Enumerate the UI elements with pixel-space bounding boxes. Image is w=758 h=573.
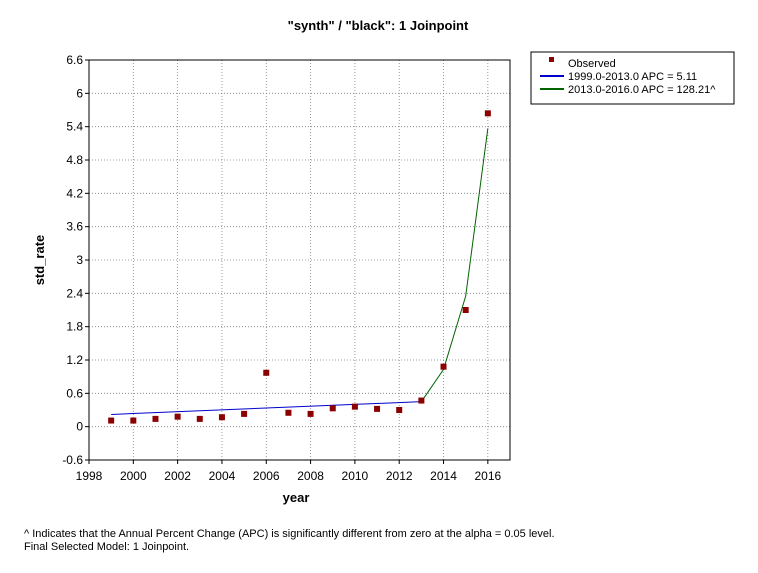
x-tick-label: 2002 [164, 469, 191, 483]
observed-point [418, 397, 425, 404]
y-tick-label: 0.6 [66, 386, 83, 400]
y-axis-label: std_rate [32, 235, 47, 286]
legend-box [530, 51, 735, 105]
observed-point [396, 407, 403, 413]
y-tick-label: 3.6 [66, 220, 83, 234]
x-tick-label: 1998 [76, 469, 103, 483]
observed-point [263, 369, 270, 376]
x-tick-label: 2016 [474, 469, 501, 483]
footnote-model: Final Selected Model: 1 Joinpoint. [24, 541, 190, 553]
observed-point [174, 413, 181, 420]
observed-point [241, 410, 248, 417]
y-axis: 6.6 6 5.4 4.8 4.2 3.6 3 2.4 1.8 1.2 0.6 0 -0.6 [62, 53, 89, 467]
legend-swatch [549, 57, 554, 62]
y-tick-label: 6.6 [66, 53, 83, 67]
y-tick-label: 4.2 [66, 186, 83, 200]
observed-point [285, 409, 292, 416]
fit-line-2 [420, 128, 489, 402]
x-axis-label: year [283, 490, 310, 505]
gridlines [88, 59, 510, 461]
y-tick-label: 3 [76, 253, 83, 267]
x-tick-label: 2012 [386, 469, 413, 483]
legend-entry: 1999.0-2013.0 APC = 5.11 [568, 71, 697, 83]
y-tick-label: -0.6 [62, 453, 83, 467]
legend-entry: Observed [568, 58, 616, 70]
y-tick-label: 4.8 [66, 153, 83, 167]
x-tick-label: 2004 [209, 469, 236, 483]
observed-point [196, 415, 203, 422]
x-tick-label: 2010 [342, 469, 369, 483]
x-tick-label: 2008 [297, 469, 324, 483]
observed-points [108, 110, 491, 424]
y-tick-label: 2.4 [66, 286, 83, 300]
observed-point [108, 417, 115, 424]
observed-point [462, 307, 469, 313]
y-tick-label: 0 [76, 420, 83, 434]
y-tick-label: 6 [76, 86, 83, 100]
x-tick-label: 2006 [253, 469, 280, 483]
observed-point [130, 417, 137, 424]
observed-point [329, 405, 336, 412]
y-tick-label: 5.4 [66, 120, 83, 134]
observed-point [440, 363, 447, 370]
x-axis: 1998 2000 2002 2004 2006 2008 2010 2012 2014 2016 [76, 460, 502, 483]
x-tick-label: 2000 [120, 469, 147, 483]
fit-line-1 [111, 401, 422, 415]
observed-point [351, 403, 358, 410]
chart-title: "synth" / "black": 1 Joinpoint [288, 18, 469, 33]
fit-lines [111, 128, 489, 415]
observed-point [307, 410, 314, 417]
legend-entry: 2013.0-2016.0 APC = 128.21^ [568, 84, 716, 96]
observed-point [374, 405, 381, 412]
footnote-apc: ^ Indicates that the Annual Percent Chan… [24, 528, 555, 540]
x-tick-label: 2014 [430, 469, 457, 483]
observed-point [152, 415, 159, 422]
observed-point [484, 110, 491, 117]
y-tick-label: 1.8 [66, 320, 83, 334]
observed-point [218, 414, 225, 421]
y-tick-label: 1.2 [66, 353, 83, 367]
